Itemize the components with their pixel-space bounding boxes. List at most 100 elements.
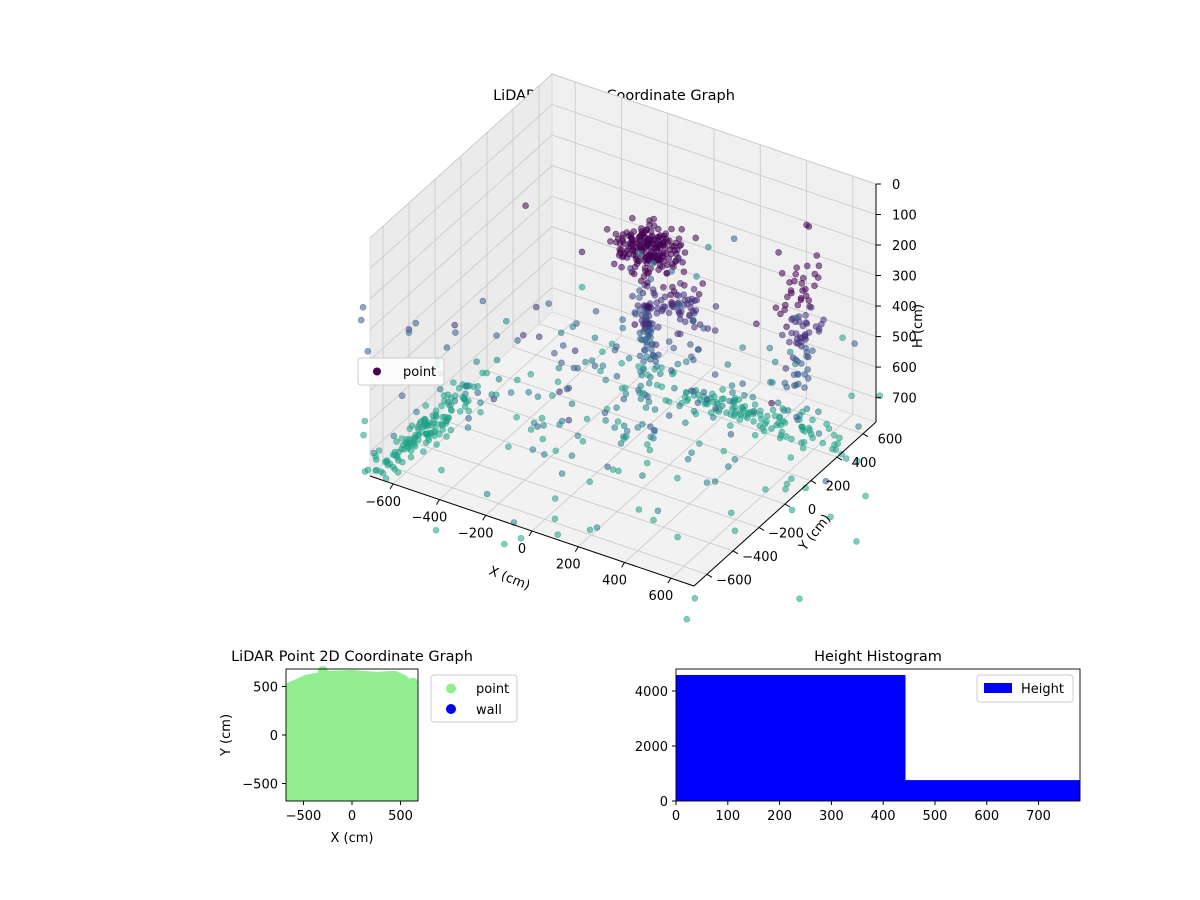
point	[691, 323, 698, 331]
point	[464, 397, 472, 405]
point	[700, 388, 708, 396]
point	[709, 414, 717, 421]
point	[781, 301, 789, 309]
point	[809, 416, 816, 424]
grid-h-back	[551, 256, 877, 368]
point	[809, 347, 816, 355]
chart-2d-legend-marker-wall	[446, 704, 456, 714]
point	[671, 384, 678, 392]
point	[554, 531, 562, 538]
x-tick-label: 300	[819, 809, 844, 824]
grid-h-back	[551, 104, 877, 215]
point	[740, 392, 748, 399]
point	[771, 358, 779, 366]
point	[635, 363, 642, 370]
point	[692, 234, 700, 242]
point	[635, 386, 642, 394]
point	[756, 411, 764, 419]
point	[452, 329, 459, 336]
chart-3d-points	[357, 202, 884, 623]
point	[683, 615, 691, 623]
point	[712, 303, 720, 310]
histogram-bar	[905, 780, 1080, 801]
point	[643, 441, 651, 448]
point	[557, 329, 565, 337]
point	[568, 452, 576, 460]
point	[578, 283, 586, 291]
point	[776, 413, 784, 421]
h-tick-label: 400	[892, 300, 917, 315]
point	[827, 513, 834, 521]
point	[783, 293, 791, 301]
point	[653, 363, 661, 371]
point	[718, 402, 726, 410]
point	[655, 266, 662, 274]
point	[416, 420, 424, 428]
point	[667, 291, 675, 299]
point	[415, 431, 422, 439]
point	[634, 424, 642, 431]
point	[436, 385, 444, 393]
x-tick-label: 400	[602, 573, 627, 588]
point	[551, 349, 558, 357]
point	[819, 439, 827, 447]
point	[619, 324, 627, 332]
point	[688, 449, 695, 457]
point	[665, 309, 673, 317]
grid-h-back	[551, 165, 877, 276]
point	[636, 250, 643, 257]
point	[781, 419, 789, 427]
x-tick-label: −400	[412, 511, 448, 526]
point	[665, 338, 673, 345]
point	[727, 411, 735, 418]
chart-3d-xlabel: X (cm)	[487, 564, 532, 594]
point	[644, 257, 652, 264]
point	[613, 343, 620, 350]
point	[726, 397, 733, 405]
point	[767, 378, 774, 386]
point	[448, 407, 455, 414]
y-tick-label: −400	[742, 550, 778, 565]
point	[848, 392, 855, 400]
point	[573, 320, 580, 327]
point	[803, 221, 810, 229]
point	[668, 267, 675, 275]
point	[450, 379, 457, 386]
y-tick-mark	[706, 573, 713, 578]
point	[643, 353, 650, 360]
grid-y-floor	[460, 393, 786, 505]
point	[413, 408, 420, 416]
point	[639, 472, 646, 479]
point	[522, 202, 529, 209]
point	[799, 444, 807, 452]
y-tick-label: 400	[852, 456, 877, 471]
point	[704, 243, 712, 251]
point	[793, 413, 800, 421]
point	[625, 232, 633, 240]
point	[429, 412, 437, 419]
point	[727, 509, 735, 517]
point	[676, 315, 684, 323]
point	[556, 421, 563, 428]
point	[779, 405, 787, 412]
x-tick-mark	[528, 530, 533, 537]
point	[558, 470, 566, 477]
point	[823, 420, 830, 428]
point	[802, 311, 809, 319]
point	[724, 361, 732, 368]
point	[519, 331, 527, 339]
point	[642, 404, 650, 411]
point	[711, 327, 719, 334]
chart-histogram: Height Histogram 0 100 200 300 400 500 600 7000…	[635, 649, 1081, 824]
point	[736, 416, 744, 424]
grid-y-floor	[434, 417, 760, 528]
point	[744, 409, 752, 417]
point	[462, 382, 469, 390]
y-tick-mark	[836, 456, 843, 461]
point	[555, 364, 563, 372]
point	[786, 338, 793, 346]
y-tick-label: 600	[878, 433, 903, 448]
chart-2d-legend-marker-point	[446, 683, 456, 694]
grid-h-left	[369, 104, 553, 269]
point	[433, 441, 440, 448]
